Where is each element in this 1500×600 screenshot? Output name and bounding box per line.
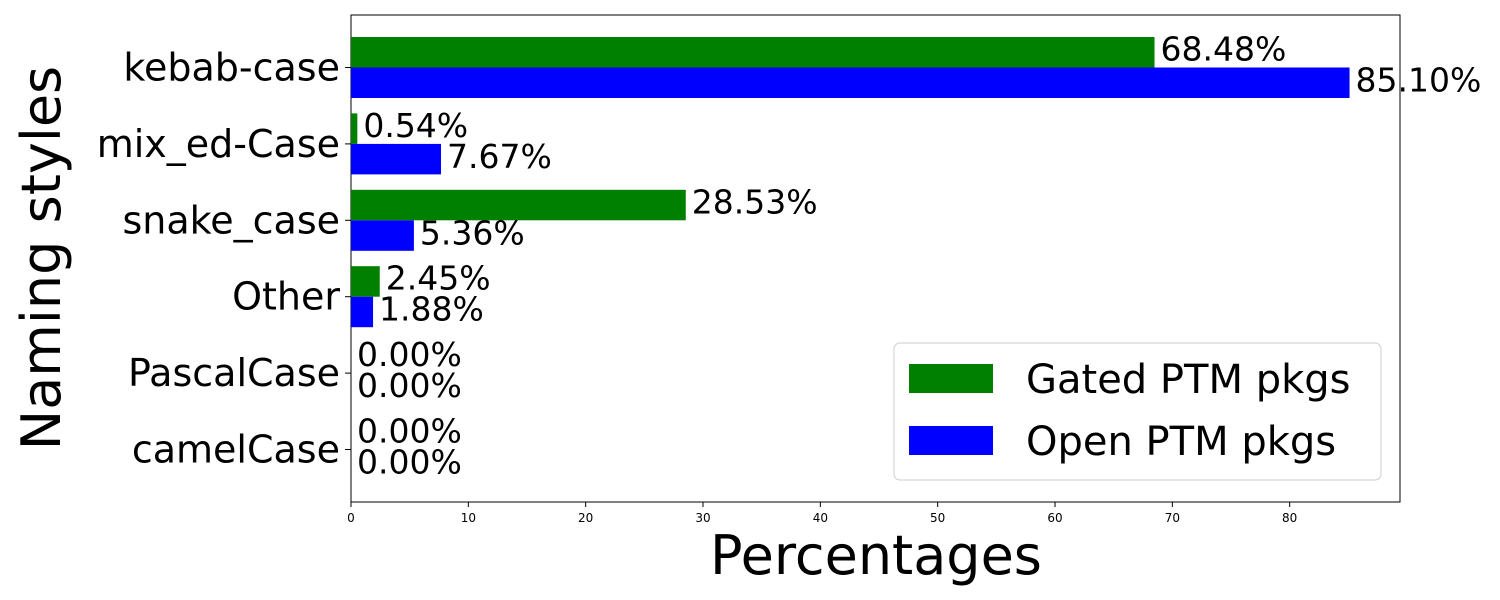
bar-open [351, 67, 1350, 98]
data-label: 0.00% [357, 412, 462, 451]
data-label: 85.10% [1356, 61, 1482, 100]
bar-gated [351, 37, 1155, 68]
data-label: 0.00% [357, 335, 462, 374]
data-label: 0.00% [357, 366, 462, 405]
value-labels-group: 68.48% 85.10% 0.54%7.67% 28.53% 5.36% 2.45%1.… [357, 30, 1481, 482]
x-tick-label: 60 [1047, 511, 1062, 525]
bar-open [351, 143, 441, 175]
y-tick-label: Other [232, 275, 340, 319]
x-tick-label: 30 [695, 511, 710, 525]
y-tick-label: snake_case [122, 198, 340, 242]
bar-gated [351, 266, 380, 297]
data-label: 68.48% [1161, 30, 1287, 69]
data-label: 28.53% [692, 182, 818, 221]
y-tick-label: PascalCase [128, 351, 340, 395]
legend-swatch [909, 426, 993, 455]
y-tick-label: camelCase [132, 428, 340, 472]
x-tick-label: 80 [1282, 511, 1297, 525]
data-label: 5.36% [420, 213, 525, 252]
x-tick-label: 10 [461, 511, 476, 525]
legend-label: Open PTM pkgs [1026, 419, 1336, 465]
data-label: 0.00% [357, 443, 462, 482]
y-tick-label: kebab-case [123, 46, 340, 90]
data-label: 7.67% [447, 137, 552, 176]
legend-frame [893, 342, 1382, 481]
bar-open [351, 220, 414, 251]
data-label: 1.88% [379, 290, 484, 329]
x-tick-label: 40 [813, 511, 828, 525]
bars-group [351, 37, 1350, 328]
bar-open [351, 296, 374, 328]
legend-swatch [909, 364, 993, 393]
data-label: 0.54% [363, 106, 468, 145]
x-tick-label: 50 [930, 511, 945, 525]
x-tick-label: 20 [578, 511, 593, 525]
x-tick-label: 0 [347, 511, 355, 525]
bar-gated [351, 189, 686, 221]
x-axis-title: Percentages [710, 524, 1042, 587]
x-axis: 0 10 20 30 40 50 60 70 80 [347, 502, 1297, 525]
y-tick-label: mix_ed-Case [97, 122, 340, 166]
x-tick-label: 70 [1165, 511, 1180, 525]
y-axis: kebab-case mix_ed-Case snake_case Other Pasc… [97, 46, 351, 472]
bar-gated [351, 113, 358, 144]
data-label: 2.45% [386, 259, 491, 298]
y-axis-title: Naming styles [10, 66, 73, 450]
legend: Gated PTM pkgs Open PTM pkgs [893, 342, 1382, 481]
legend-label: Gated PTM pkgs [1026, 357, 1350, 403]
